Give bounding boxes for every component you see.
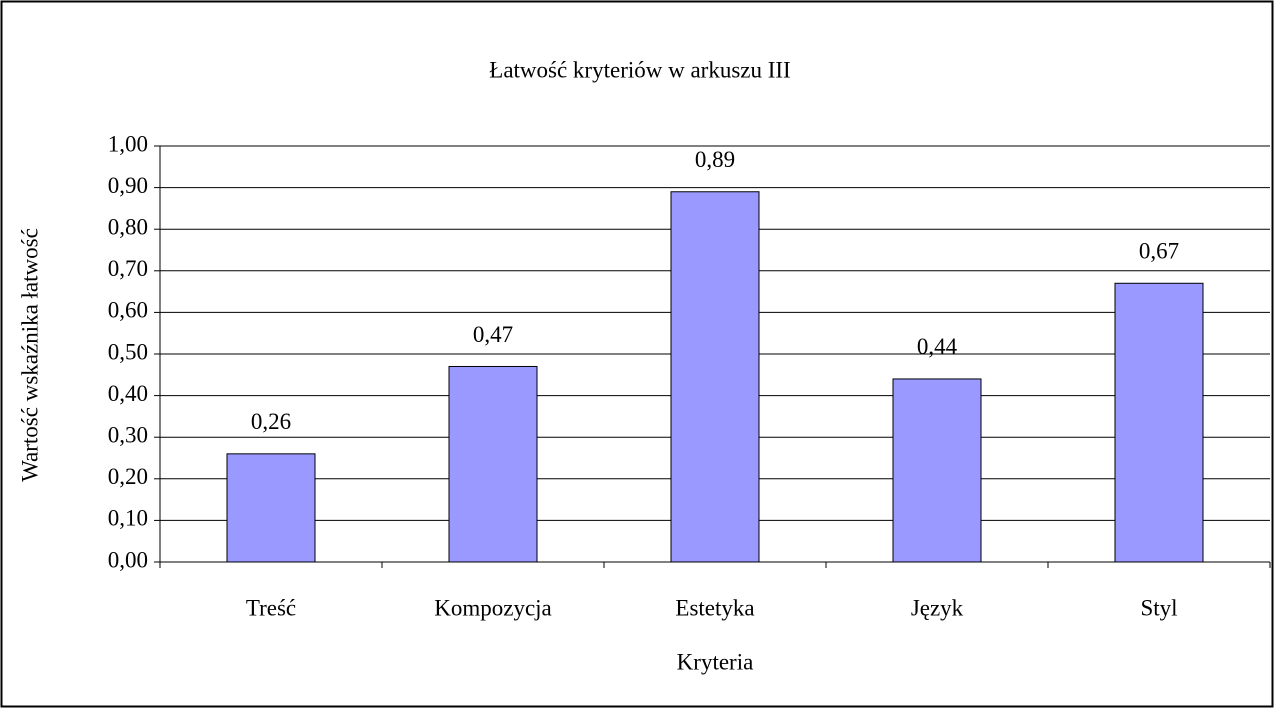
x-axis-title: Kryteria [677,649,754,674]
data-label: 0,44 [917,334,958,359]
bar [892,378,982,563]
y-tick-label: 0,70 [108,256,148,281]
y-tick-label: 0,80 [108,214,148,239]
bar [448,365,538,563]
x-tick-label: Język [911,595,964,620]
y-tick-label: 0,10 [108,506,148,531]
chart-title: Łatwość kryteriów w arkuszu III [489,57,790,82]
x-tick-label: Styl [1140,595,1177,620]
data-label: 0,67 [1139,239,1179,264]
y-tick-label: 0,50 [108,339,148,364]
x-tick-label: Estetyka [675,595,754,620]
y-tick-label: 1,00 [108,131,148,156]
y-tick-label: 0,90 [108,173,148,198]
bar [226,453,316,563]
x-tick-label: Kompozycja [434,595,552,620]
x-tick-label: Treść [246,595,296,620]
y-axis-title: Wartość wskaźnika łatwość [17,228,42,482]
data-label: 0,47 [473,322,513,347]
data-label: 0,26 [251,409,291,434]
y-tick-label: 0,20 [108,464,148,489]
data-label: 0,89 [695,147,735,172]
bar [670,191,760,563]
y-tick-label: 0,40 [108,381,148,406]
bar [1114,282,1204,563]
y-tick-label: 0,60 [108,298,148,323]
y-tick-label: 0,00 [108,547,148,572]
y-tick-label: 0,30 [108,422,148,447]
